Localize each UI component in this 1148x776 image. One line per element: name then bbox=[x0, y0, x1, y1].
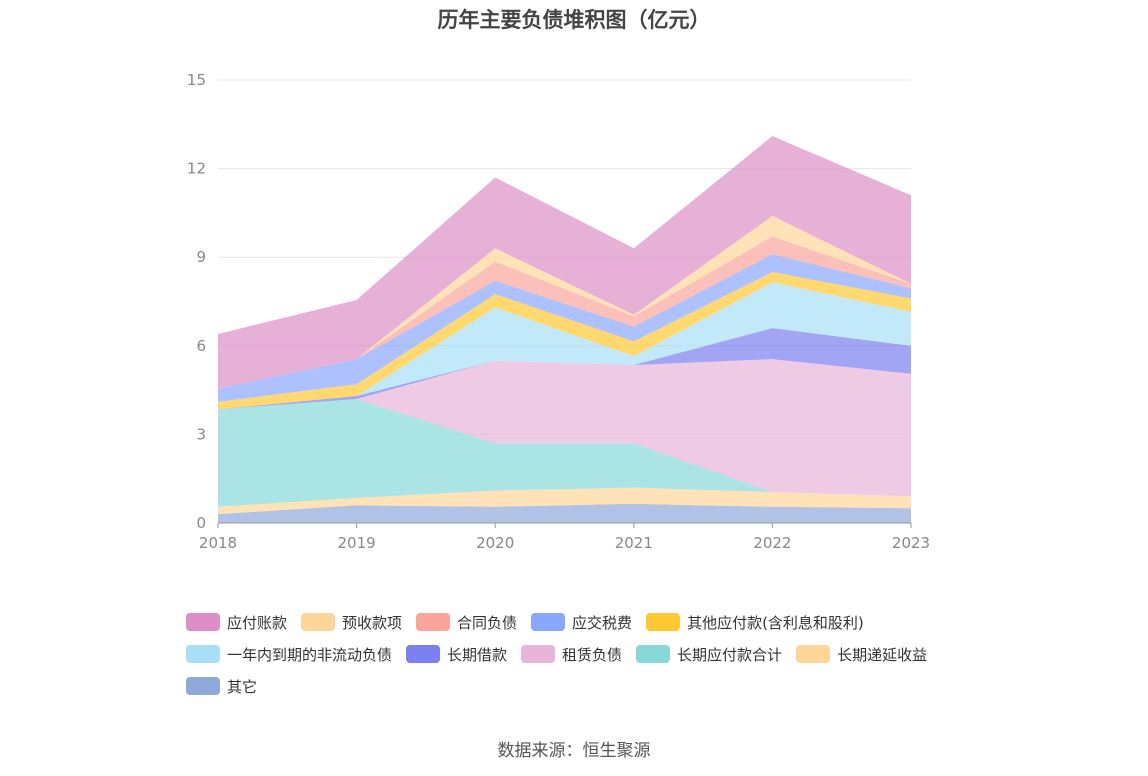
legend-label: 其它 bbox=[227, 677, 258, 696]
legend-swatch bbox=[796, 645, 831, 663]
area-5[interactable] bbox=[218, 282, 911, 410]
legend-label: 长期应付款合计 bbox=[677, 645, 783, 664]
area-7[interactable] bbox=[218, 254, 911, 402]
y-tick-label: 9 bbox=[196, 248, 206, 266]
legend-item[interactable]: 合同负债 bbox=[416, 606, 517, 638]
legend-swatch bbox=[646, 613, 681, 631]
legend-swatch bbox=[406, 645, 441, 663]
area-1[interactable] bbox=[218, 487, 911, 515]
area-6[interactable] bbox=[218, 272, 911, 410]
legend-item[interactable]: 长期借款 bbox=[406, 638, 507, 670]
legend-item[interactable]: 其他应付款(含利息和股利) bbox=[646, 606, 864, 638]
legend-swatch bbox=[531, 613, 566, 631]
area-10[interactable] bbox=[218, 136, 911, 389]
x-tick-label: 2018 bbox=[199, 534, 237, 552]
y-tick-label: 3 bbox=[196, 425, 206, 443]
legend-swatch bbox=[636, 645, 671, 663]
legend-label: 一年内到期的非流动负债 bbox=[227, 645, 393, 664]
legend-label: 长期递延收益 bbox=[837, 645, 928, 664]
legend-item[interactable]: 租赁负债 bbox=[521, 638, 622, 670]
legend-item[interactable]: 一年内到期的非流动负债 bbox=[186, 638, 392, 670]
x-tick-label: 2022 bbox=[753, 534, 791, 552]
legend-item[interactable]: 应付账款 bbox=[186, 606, 287, 638]
legend-swatch bbox=[521, 645, 556, 663]
legend-label: 长期借款 bbox=[447, 645, 508, 664]
area-2[interactable] bbox=[218, 399, 911, 507]
y-tick-label: 15 bbox=[187, 71, 206, 89]
legend-swatch bbox=[186, 613, 220, 631]
legend-swatch bbox=[301, 613, 336, 631]
legend-label: 应付账款 bbox=[227, 613, 288, 632]
legend-swatch bbox=[416, 613, 451, 631]
legend-item[interactable]: 长期递延收益 bbox=[796, 638, 927, 670]
y-tick-label: 12 bbox=[187, 160, 206, 178]
area-0[interactable] bbox=[218, 503, 911, 523]
legend-swatch bbox=[186, 677, 220, 695]
legend-label: 租赁负债 bbox=[562, 645, 623, 664]
legend-item[interactable]: 其它 bbox=[186, 670, 257, 702]
legend-label: 应交税费 bbox=[572, 613, 633, 632]
area-3[interactable] bbox=[218, 359, 911, 497]
data-source: 数据来源：恒生聚源 bbox=[497, 741, 651, 761]
y-tick-label: 0 bbox=[196, 514, 206, 532]
y-tick-label: 6 bbox=[196, 337, 206, 355]
legend-item[interactable]: 长期应付款合计 bbox=[636, 638, 782, 670]
x-tick-label: 2019 bbox=[338, 534, 376, 552]
area-4[interactable] bbox=[218, 328, 911, 410]
x-tick-label: 2021 bbox=[615, 534, 653, 552]
axes: 0 3 6 9 12 15 2018 2019 2020 2021 2022 2023 bbox=[187, 71, 930, 552]
x-tick-label: 2020 bbox=[476, 534, 514, 552]
legend-label: 合同负债 bbox=[457, 613, 518, 632]
legend-swatch bbox=[186, 645, 220, 663]
stacked-area-chart: 0 3 6 9 12 15 2018 2019 2020 2021 2022 2023 bbox=[187, 71, 930, 552]
legend-item[interactable]: 应交税费 bbox=[531, 606, 632, 638]
legend-label: 其他应付款(含利息和股利) bbox=[687, 613, 864, 632]
legend-label: 预收款项 bbox=[342, 613, 403, 632]
legend: 应付账款 预收款项 合同负债 应交税费 其他应付款(含利息和股利) 一年内到期的非流动负债… bbox=[186, 606, 1006, 702]
x-tick-label: 2023 bbox=[892, 534, 930, 552]
legend-item[interactable]: 预收款项 bbox=[301, 606, 402, 638]
chart-title: 历年主要负债堆积图（亿元） bbox=[437, 8, 711, 32]
area-series bbox=[218, 136, 911, 523]
